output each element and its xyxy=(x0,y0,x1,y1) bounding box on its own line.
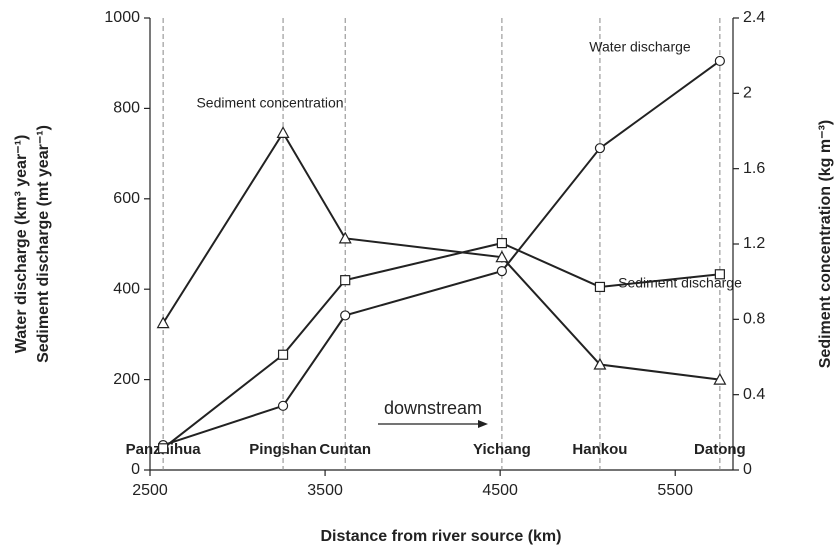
y2-tick-label: 2 xyxy=(743,85,752,102)
series-line xyxy=(162,130,720,381)
y-tick-label: 0 xyxy=(131,461,140,478)
y-tick-label: 1000 xyxy=(104,9,140,26)
y2-tick-label: 1.6 xyxy=(743,160,765,177)
series-label: Water discharge xyxy=(589,39,691,55)
series-line xyxy=(162,60,721,447)
series-line xyxy=(162,242,720,450)
point xyxy=(496,266,508,277)
point xyxy=(496,237,508,249)
y-tick-label: 800 xyxy=(113,100,140,117)
y2-tick-label: 1.2 xyxy=(743,235,765,252)
point xyxy=(156,316,170,329)
y2-tick-label: 0.8 xyxy=(743,311,765,328)
x-tick-label: 4500 xyxy=(482,482,518,499)
point xyxy=(277,400,289,411)
point xyxy=(158,443,169,454)
point xyxy=(338,231,352,244)
arrow-head xyxy=(478,420,488,428)
point xyxy=(593,357,607,370)
point xyxy=(594,143,606,154)
x-tick-label: 3500 xyxy=(307,482,343,499)
y-tick-label: 400 xyxy=(113,280,140,297)
station-label: Yichang xyxy=(473,441,531,458)
point xyxy=(495,250,509,263)
annotation: downstream xyxy=(384,398,482,418)
point xyxy=(594,281,606,293)
y2-axis-title: Sediment concentration (kg m⁻³) xyxy=(817,120,834,368)
y-tick-label: 600 xyxy=(113,190,140,207)
point xyxy=(714,269,725,280)
series-label: Sediment concentration xyxy=(196,95,343,111)
point xyxy=(713,372,727,385)
x-tick-label: 5500 xyxy=(657,482,693,499)
x-tick-label: 2500 xyxy=(132,482,168,499)
point xyxy=(714,55,725,67)
y2-tick-label: 2.4 xyxy=(743,9,765,26)
series-label: Sediment discharge xyxy=(618,275,742,291)
y2-tick-label: 0 xyxy=(743,461,752,478)
station-label: Datong xyxy=(694,441,746,458)
point xyxy=(277,349,289,360)
point xyxy=(276,126,290,138)
y2-tick-label: 0.4 xyxy=(743,386,765,403)
station-label: Pingshan xyxy=(249,441,317,458)
point xyxy=(340,310,351,321)
y-tick-label: 200 xyxy=(113,371,140,388)
station-label: Cuntan xyxy=(319,441,371,458)
y-axis-title: Sediment discharge (mt year⁻¹) xyxy=(35,125,52,363)
y-axis-title: Water discharge (km³ year⁻¹) xyxy=(13,135,30,354)
x-axis-title: Distance from river source (km) xyxy=(321,528,562,545)
station-label: Hankou xyxy=(572,441,627,458)
point xyxy=(340,275,351,286)
